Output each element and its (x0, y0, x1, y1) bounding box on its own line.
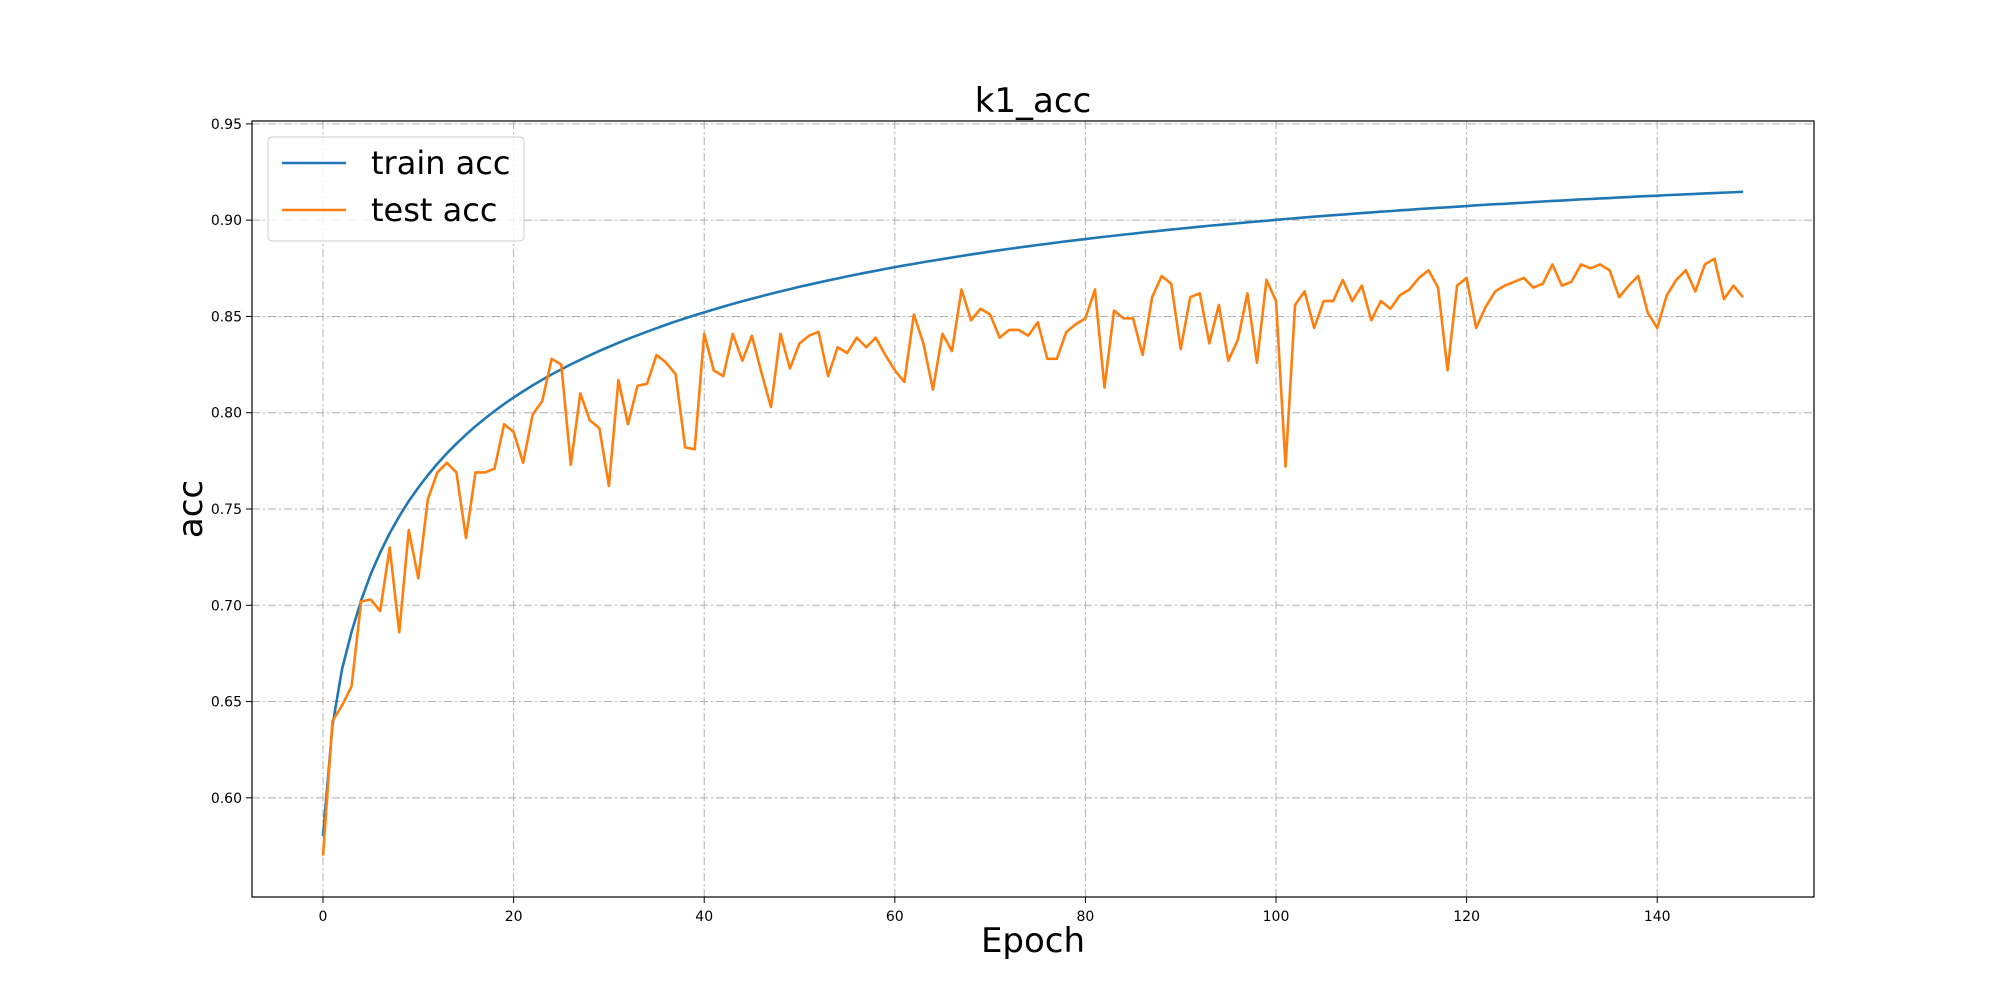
series-layer (321, 190, 1745, 856)
y-tick-label-2: 0.70 (211, 598, 242, 614)
x-tick-label-6: 120 (1453, 909, 1480, 925)
legend-label-1: test acc (371, 191, 497, 229)
legend: train acc test acc (267, 136, 525, 242)
x-tick-label-7: 140 (1644, 909, 1671, 925)
x-tick-label-1: 20 (505, 909, 523, 925)
y-tick-label-4: 0.80 (211, 406, 242, 422)
y-tick-label-3: 0.75 (211, 502, 242, 518)
y-axis-title: acc (171, 480, 211, 538)
chart-title: k1_acc (975, 81, 1092, 121)
x-tick-label-2: 40 (695, 909, 713, 925)
grid (252, 121, 1814, 897)
legend-label-0: train acc (371, 144, 510, 182)
y-tick-label-1: 0.65 (211, 695, 242, 711)
series-line-test-acc (321, 257, 1745, 856)
y-tick-label-0: 0.60 (211, 791, 242, 807)
ticks: 0 20 40 60 80 100 120 140 0.60 0.65 0.70 0.75 0.80 0.… (211, 117, 1671, 925)
x-tick-label-5: 100 (1263, 909, 1290, 925)
y-tick-label-5: 0.85 (211, 309, 242, 325)
x-tick-label-4: 80 (1077, 909, 1095, 925)
x-axis-title: Epoch (981, 921, 1085, 961)
x-tick-label-0: 0 (319, 909, 328, 925)
y-tick-label-6: 0.90 (211, 213, 242, 229)
y-tick-label-7: 0.95 (211, 117, 242, 133)
series-line-train-acc (321, 190, 1744, 837)
x-tick-label-3: 60 (886, 909, 904, 925)
